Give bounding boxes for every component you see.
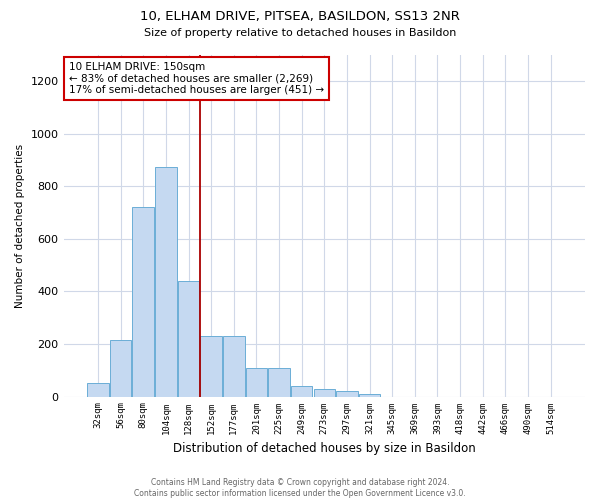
- Bar: [110, 340, 131, 396]
- Bar: [291, 386, 313, 396]
- Y-axis label: Number of detached properties: Number of detached properties: [15, 144, 25, 308]
- Text: Contains HM Land Registry data © Crown copyright and database right 2024.
Contai: Contains HM Land Registry data © Crown c…: [134, 478, 466, 498]
- Text: 10 ELHAM DRIVE: 150sqm
← 83% of detached houses are smaller (2,269)
17% of semi-: 10 ELHAM DRIVE: 150sqm ← 83% of detached…: [69, 62, 324, 95]
- Bar: [133, 208, 154, 396]
- Text: Size of property relative to detached houses in Basildon: Size of property relative to detached ho…: [144, 28, 456, 38]
- Bar: [314, 388, 335, 396]
- Bar: [200, 336, 222, 396]
- Bar: [223, 336, 245, 396]
- Bar: [268, 368, 290, 396]
- X-axis label: Distribution of detached houses by size in Basildon: Distribution of detached houses by size …: [173, 442, 476, 455]
- Text: 10, ELHAM DRIVE, PITSEA, BASILDON, SS13 2NR: 10, ELHAM DRIVE, PITSEA, BASILDON, SS13 …: [140, 10, 460, 23]
- Bar: [155, 166, 176, 396]
- Bar: [87, 384, 109, 396]
- Bar: [359, 394, 380, 396]
- Bar: [245, 368, 267, 396]
- Bar: [178, 281, 199, 396]
- Bar: [336, 392, 358, 396]
